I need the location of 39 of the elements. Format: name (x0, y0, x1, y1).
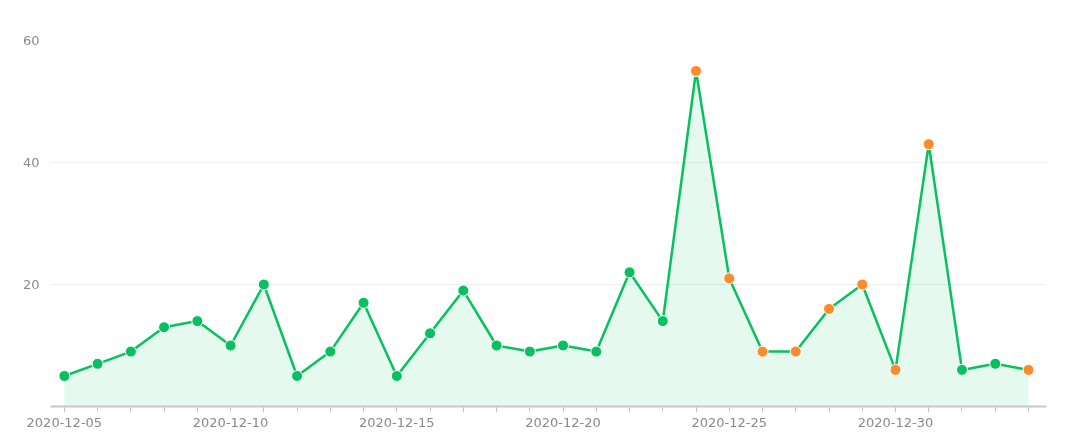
point (390, 370, 403, 382)
point (523, 345, 536, 358)
y-tick-label: 40 (22, 155, 40, 170)
point (557, 339, 570, 352)
x-tick-label: 2020-12-10 (192, 414, 269, 430)
point (789, 345, 802, 358)
x-tick-label: 2020-12-15 (359, 414, 435, 430)
point (656, 315, 669, 328)
x-tick-label: 2020-12-25 (691, 414, 768, 430)
x-tick-label: 2020-12-20 (525, 414, 601, 430)
point (723, 272, 736, 285)
point (324, 345, 337, 358)
point (191, 315, 204, 328)
point (124, 345, 137, 358)
point (58, 370, 71, 382)
point (257, 278, 270, 291)
point (590, 345, 603, 358)
y-tick-label: 20 (22, 277, 40, 292)
point (856, 278, 869, 291)
point (690, 65, 703, 77)
point (623, 266, 636, 279)
x-tick-label: 2020-12-05 (26, 414, 103, 430)
point (424, 327, 437, 340)
y-tick-label: 60 (22, 33, 40, 48)
point (989, 357, 1002, 370)
point (956, 363, 968, 376)
point (457, 284, 470, 297)
point (490, 339, 503, 352)
point (91, 357, 104, 370)
point (357, 296, 370, 309)
point (756, 345, 769, 358)
point (291, 370, 304, 382)
point (158, 321, 171, 334)
point (889, 363, 902, 376)
point (922, 138, 935, 151)
point (224, 339, 237, 352)
point (1022, 363, 1035, 376)
point (823, 302, 836, 315)
x-tick-label: 2020-12-30 (857, 414, 934, 430)
